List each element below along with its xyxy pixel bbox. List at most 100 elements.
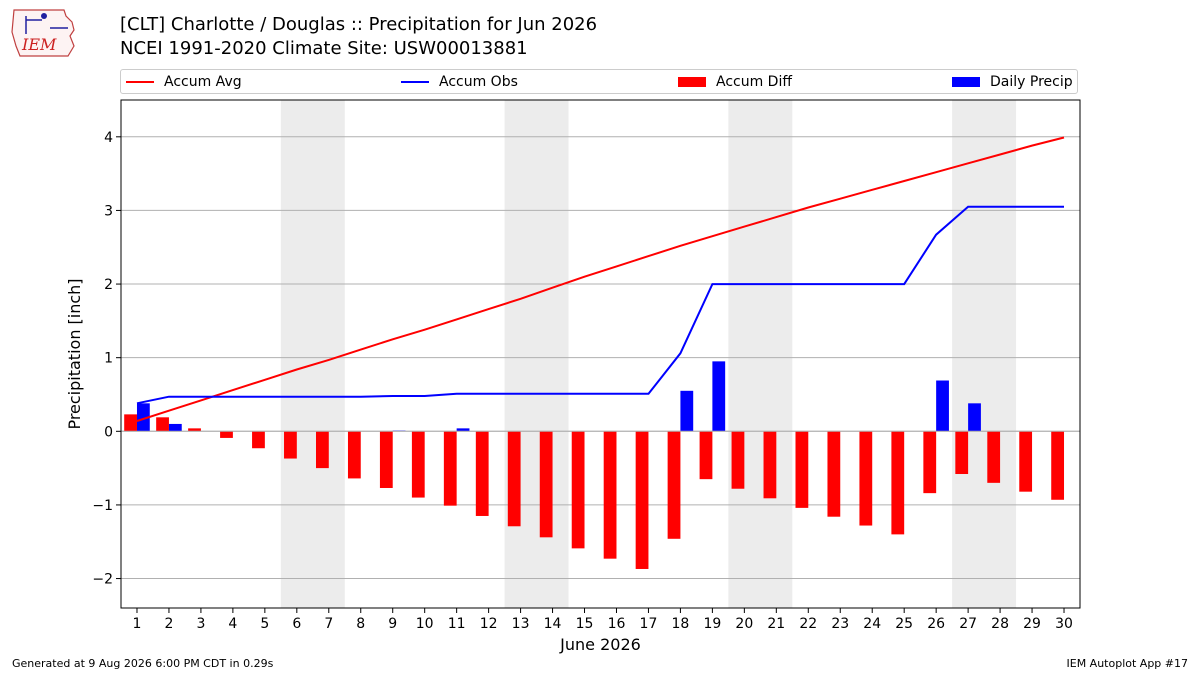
x-tick-label: 19 bbox=[703, 616, 721, 632]
title-line-2: NCEI 1991-2020 Climate Site: USW00013881 bbox=[120, 38, 528, 59]
x-tick-label: 2 bbox=[164, 616, 173, 632]
legend-label-accum-diff: Accum Diff bbox=[716, 74, 793, 90]
weekend-band bbox=[280, 100, 345, 608]
legend-swatch-accum-diff bbox=[678, 77, 706, 87]
accum-diff-bar bbox=[795, 431, 809, 508]
x-tick-label: 16 bbox=[608, 616, 626, 632]
x-tick-label: 11 bbox=[448, 616, 466, 632]
accum-diff-bar bbox=[347, 431, 361, 479]
daily-precip-bar bbox=[136, 403, 150, 432]
legend-swatch-daily-precip bbox=[952, 77, 980, 87]
x-tick-label: 12 bbox=[480, 616, 498, 632]
legend-item-daily-precip: Daily Precip bbox=[952, 73, 1073, 91]
legend: Accum Avg Accum Obs Accum Diff Daily Pre… bbox=[120, 69, 1078, 94]
x-tick-label: 1 bbox=[133, 616, 142, 632]
accum-diff-bar bbox=[603, 431, 617, 559]
x-tick-label: 13 bbox=[512, 616, 530, 632]
accum-diff-bar bbox=[156, 417, 169, 432]
x-tick-label: 3 bbox=[196, 616, 205, 632]
legend-swatch-accum-avg bbox=[126, 81, 154, 83]
weekend-band bbox=[504, 100, 569, 608]
accum-diff-bar bbox=[699, 431, 713, 480]
y-tick-label: −2 bbox=[92, 572, 113, 588]
y-tick-label: 4 bbox=[104, 130, 113, 146]
x-tick-label: 23 bbox=[831, 616, 849, 632]
accum-diff-bar bbox=[1019, 431, 1033, 492]
x-tick-label: 22 bbox=[799, 616, 817, 632]
accum-diff-bar bbox=[731, 431, 745, 489]
x-tick-label: 29 bbox=[1023, 616, 1041, 632]
x-tick-label: 17 bbox=[640, 616, 658, 632]
accum-diff-bar bbox=[1051, 431, 1065, 500]
x-tick-label: 24 bbox=[863, 616, 881, 632]
title-line-1: [CLT] Charlotte / Douglas :: Precipitati… bbox=[120, 14, 598, 35]
x-tick-label: 6 bbox=[292, 616, 301, 632]
weekend-band bbox=[952, 100, 1017, 608]
legend-label-accum-avg: Accum Avg bbox=[164, 74, 242, 90]
accum-diff-bar bbox=[667, 431, 681, 539]
logo-text: IEM bbox=[21, 35, 57, 54]
x-tick-label: 9 bbox=[388, 616, 397, 632]
daily-precip-bar bbox=[712, 361, 726, 432]
accum-diff-bar bbox=[379, 431, 393, 488]
accum-diff-bar bbox=[539, 431, 553, 538]
accum-diff-bar bbox=[763, 431, 777, 499]
x-tick-label: 21 bbox=[767, 616, 785, 632]
daily-precip-bar bbox=[936, 380, 949, 432]
accum-diff-bar bbox=[284, 431, 297, 459]
accum-diff-bar bbox=[827, 431, 841, 517]
legend-item-accum-obs: Accum Obs bbox=[401, 73, 518, 91]
accum-diff-bar bbox=[252, 431, 265, 449]
accum-avg-line bbox=[136, 136, 1065, 422]
x-tick-label: 30 bbox=[1055, 616, 1073, 632]
accum-obs-line bbox=[136, 205, 1064, 405]
y-tick-label: 2 bbox=[104, 277, 113, 293]
accum-diff-bar bbox=[188, 428, 201, 432]
accum-diff-bar bbox=[923, 431, 937, 494]
accum-diff-bar bbox=[475, 431, 489, 516]
legend-item-accum-diff: Accum Diff bbox=[678, 73, 792, 91]
x-tick-label: 18 bbox=[672, 616, 690, 632]
accum-diff-bar bbox=[859, 431, 873, 526]
y-tick-label: 3 bbox=[104, 203, 113, 219]
accum-diff-bar bbox=[987, 431, 1001, 483]
daily-precip-bar bbox=[968, 403, 981, 432]
footer-generated: Generated at 9 Aug 2026 6:00 PM CDT in 0… bbox=[12, 657, 274, 670]
daily-precip-bar bbox=[456, 428, 470, 432]
accum-diff-bar bbox=[443, 431, 457, 506]
daily-precip-bar bbox=[168, 423, 182, 432]
y-tick-label: −1 bbox=[92, 498, 113, 514]
iem-logo-icon: IEM bbox=[11, 9, 75, 57]
x-tick-label: 26 bbox=[927, 616, 945, 632]
accum-diff-bar bbox=[124, 414, 137, 432]
y-tick-label: 1 bbox=[104, 351, 113, 367]
legend-item-accum-avg: Accum Avg bbox=[126, 73, 242, 91]
daily-precip-bar bbox=[680, 390, 694, 432]
accum-diff-bar bbox=[507, 431, 521, 527]
legend-label-daily-precip: Daily Precip bbox=[990, 74, 1073, 90]
x-tick-label: 14 bbox=[544, 616, 562, 632]
accum-diff-bar bbox=[411, 431, 425, 498]
y-tick-label: 0 bbox=[104, 424, 113, 440]
x-tick-label: 8 bbox=[356, 616, 365, 632]
x-tick-label: 10 bbox=[416, 616, 434, 632]
x-tick-label: 27 bbox=[959, 616, 977, 632]
accum-diff-bar bbox=[315, 431, 329, 469]
legend-label-accum-obs: Accum Obs bbox=[439, 74, 518, 90]
legend-swatch-accum-obs bbox=[401, 81, 429, 83]
weekend-band bbox=[728, 100, 793, 608]
footer-app: IEM Autoplot App #17 bbox=[1066, 657, 1189, 670]
x-tick-label: 4 bbox=[228, 616, 237, 632]
accum-diff-bar bbox=[635, 431, 649, 569]
plot-frame bbox=[120, 99, 1081, 609]
accum-diff-bar bbox=[220, 431, 233, 438]
accum-diff-bar bbox=[955, 431, 969, 475]
y-axis-label: Precipitation [inch] bbox=[65, 278, 84, 429]
accum-diff-bar bbox=[891, 431, 905, 535]
x-tick-label: 25 bbox=[895, 616, 913, 632]
x-axis-label: June 2026 bbox=[559, 635, 641, 654]
x-tick-label: 7 bbox=[324, 616, 333, 632]
accum-diff-bar bbox=[571, 431, 585, 549]
x-tick-label: 5 bbox=[260, 616, 269, 632]
